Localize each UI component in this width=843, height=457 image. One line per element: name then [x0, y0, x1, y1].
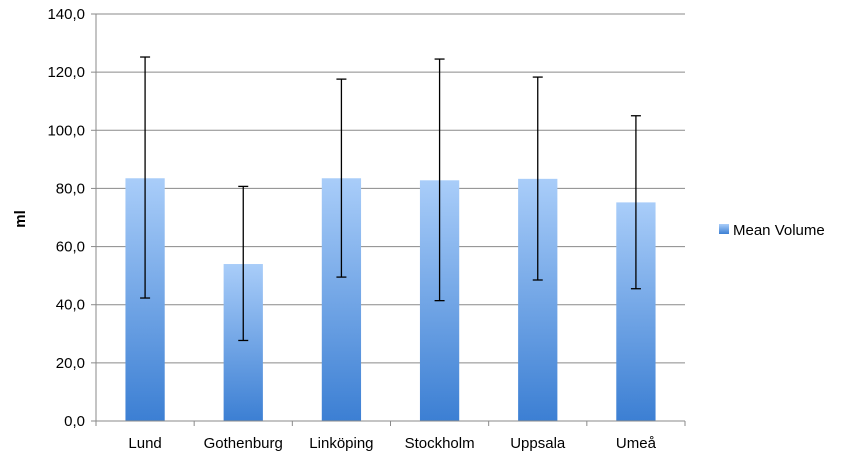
legend: Mean Volume [719, 222, 825, 239]
x-tick-label: Gothenburg [204, 435, 283, 452]
error-bars [140, 56, 641, 342]
x-tick-label: Umeå [616, 435, 657, 452]
error-bar [630, 115, 641, 290]
y-tick-label: 40,0 [56, 297, 85, 314]
error-bar [434, 58, 445, 302]
y-axis-label: ml [12, 210, 29, 228]
y-tick-labels: 0,0 20,0 40,0 60,0 80,0 100,0 120,0 140,0 [47, 6, 85, 430]
y-tick-label: 120,0 [47, 64, 85, 81]
bars [125, 178, 656, 421]
y-tick-label: 0,0 [64, 413, 85, 430]
y-tick-label: 20,0 [56, 355, 85, 372]
legend-swatch [719, 224, 729, 234]
legend-label-mean-volume: Mean Volume [733, 222, 825, 239]
y-tick-label: 80,0 [56, 180, 85, 197]
x-tick-label: Uppsala [510, 435, 566, 452]
y-tick-label: 100,0 [47, 122, 85, 139]
axes [95, 14, 686, 426]
x-tick-labels: Lund Gothenburg Linköping Stockholm Uppsala U… [128, 435, 656, 452]
y-tick-label: 60,0 [56, 239, 85, 256]
error-bar [532, 76, 543, 281]
error-bar [140, 56, 151, 299]
x-tick-label: Lund [128, 435, 161, 452]
error-bar [238, 185, 249, 342]
y-tick-label: 140,0 [47, 6, 85, 23]
gridlines [91, 13, 685, 422]
x-tick-label: Linköping [309, 435, 373, 452]
error-bar [336, 78, 347, 278]
x-tick-label: Stockholm [405, 435, 475, 452]
